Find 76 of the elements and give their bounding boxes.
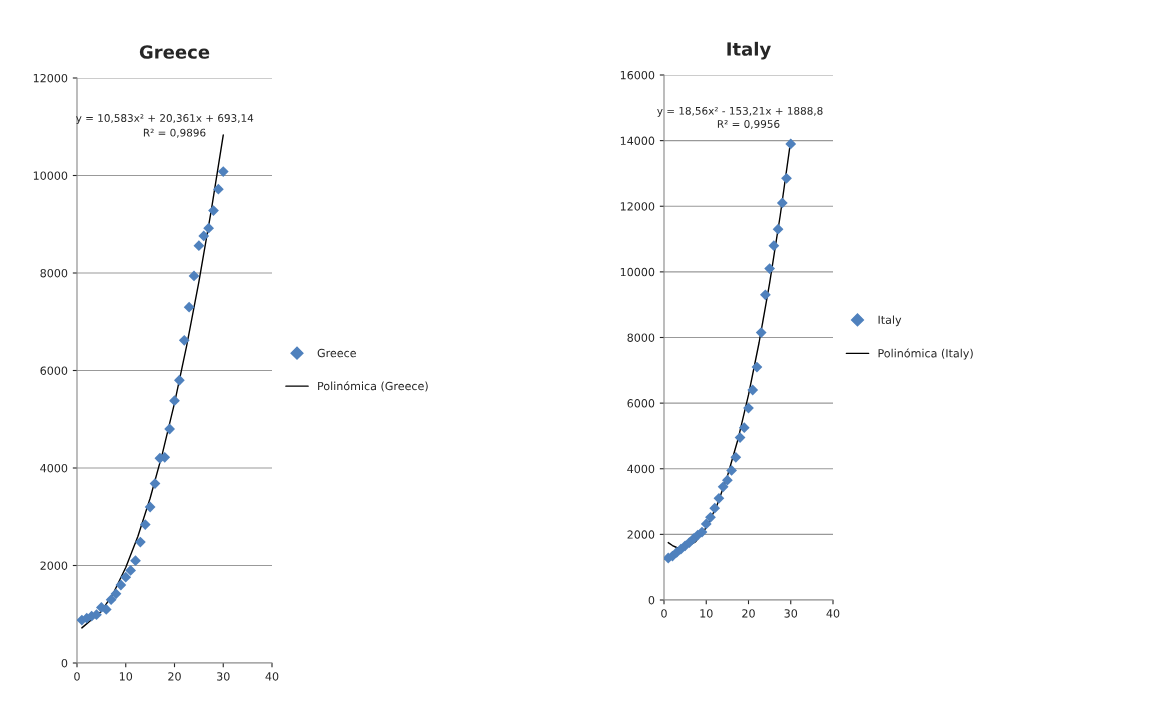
annotation: y = 18,56x² - 153,21x + 1888,8 <box>657 106 823 117</box>
y-tick-label: 0 <box>648 595 655 605</box>
x-tick-label: 20 <box>168 672 181 681</box>
legend-label: Greece <box>317 348 356 358</box>
y-tick-label: 10000 <box>33 171 68 180</box>
x-tick-label: 20 <box>742 609 755 618</box>
y-tick-label: 4000 <box>40 463 68 473</box>
y-tick-label: 10000 <box>620 267 655 277</box>
x-tick-label: 0 <box>661 609 667 618</box>
y-tick-label: 8000 <box>627 333 655 342</box>
point <box>120 571 132 583</box>
x-tick-label: 10 <box>700 609 713 618</box>
point <box>768 240 780 251</box>
point <box>772 223 784 235</box>
point <box>722 474 733 486</box>
point <box>110 588 122 600</box>
point <box>785 138 797 150</box>
chart-title: Italy <box>727 41 771 60</box>
point <box>135 536 146 548</box>
point <box>217 166 229 177</box>
point <box>130 555 141 566</box>
x-tick-label: 0 <box>74 672 80 681</box>
point <box>717 481 729 493</box>
legend-label: Polinómica (Italy) <box>878 348 973 360</box>
point <box>125 565 136 576</box>
point <box>169 395 180 407</box>
point <box>174 374 185 386</box>
y-tick-label: 12000 <box>33 73 68 83</box>
point <box>713 492 725 504</box>
x-tick-label: 30 <box>784 609 798 618</box>
x-tick-label: 40 <box>826 609 840 618</box>
point <box>747 384 759 396</box>
x-tick-label: 10 <box>119 672 133 681</box>
y-tick-label: 2000 <box>40 561 68 570</box>
y-tick-label: 0 <box>61 658 68 668</box>
point <box>755 327 767 338</box>
point <box>105 594 117 605</box>
legend-label: Italy <box>878 315 902 327</box>
point <box>144 501 156 513</box>
point <box>760 289 771 301</box>
point <box>213 183 224 195</box>
point <box>781 172 792 184</box>
y-tick-label: 6000 <box>40 366 68 375</box>
annotation: R² = 0,9896 <box>143 128 206 138</box>
point <box>115 579 127 591</box>
y-tick-label: 6000 <box>627 399 655 408</box>
annotation: R² = 0,9956 <box>717 120 780 129</box>
point <box>164 423 175 435</box>
point <box>700 518 712 530</box>
annotation: y = 10,583x² + 20,361x + 693,14 <box>76 114 254 124</box>
point <box>203 222 214 234</box>
point <box>709 502 721 514</box>
point <box>178 334 190 346</box>
chart-title: Greece <box>139 45 210 59</box>
legend-label: Polinómica (Greece) <box>318 381 428 392</box>
point <box>193 240 205 252</box>
point <box>726 465 737 476</box>
y-tick-label: 12000 <box>620 202 655 211</box>
point <box>730 451 742 463</box>
y-tick-label: 14000 <box>620 136 655 145</box>
point <box>188 270 200 282</box>
x-tick-label: 40 <box>265 672 279 681</box>
point <box>139 519 151 530</box>
y-tick-label: 16000 <box>620 70 655 80</box>
point <box>198 230 210 242</box>
y-tick-label: 8000 <box>40 268 68 278</box>
point <box>738 422 750 434</box>
point <box>776 197 788 209</box>
point <box>764 263 775 274</box>
y-tick-label: 4000 <box>627 464 655 474</box>
point <box>705 511 716 523</box>
x-tick-label: 30 <box>217 672 230 681</box>
point <box>208 205 219 216</box>
point <box>183 301 195 313</box>
y-tick-label: 2000 <box>627 530 655 539</box>
point <box>751 361 763 373</box>
